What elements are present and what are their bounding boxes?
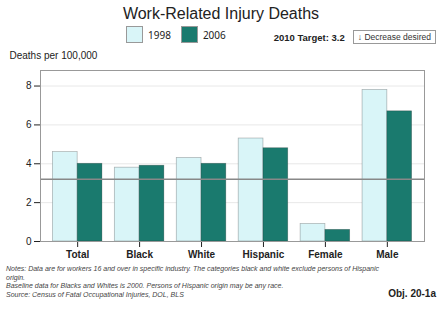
svg-text:2: 2 <box>26 197 32 208</box>
svg-text:6: 6 <box>26 119 32 130</box>
html-text:Notes: Data are for workers 16: Notes: Data are for workers 16 and over … <box>6 265 379 281</box>
html-text:Obj. 20-1a: Obj. 20-1a <box>388 288 436 299</box>
html-text:Source: Census of Fatal Occupa: Source: Census of Fatal Occupational Inj… <box>6 290 184 298</box>
html-text:Work-Related Injury Deaths: Work-Related Injury Deaths <box>122 5 320 22</box>
html-text:1998: 1998 <box>148 27 171 42</box>
html-text:↓ Decrease desired: ↓ Decrease desired <box>357 32 431 42</box>
svg-text:Male: Male <box>376 249 399 260</box>
svg-text:8: 8 <box>26 80 32 91</box>
html-text:2010 Target: 3.2: 2010 Target: 3.2 <box>273 31 345 43</box>
html-text:Baseline data for Blacks and W: Baseline data for Blacks and Whites is 2… <box>6 282 284 289</box>
svg-text:0: 0 <box>26 236 32 247</box>
svg-text:White: White <box>188 249 216 260</box>
svg-text:Hispanic: Hispanic <box>243 249 285 260</box>
svg-text:Female: Female <box>308 249 343 260</box>
svg-text:Total: Total <box>66 249 89 260</box>
html-text:2006: 2006 <box>202 27 226 42</box>
svg-text:Black: Black <box>126 249 153 260</box>
svg-text:Deaths per 100,000: Deaths per 100,000 <box>10 50 98 61</box>
svg-text:4: 4 <box>26 158 32 169</box>
